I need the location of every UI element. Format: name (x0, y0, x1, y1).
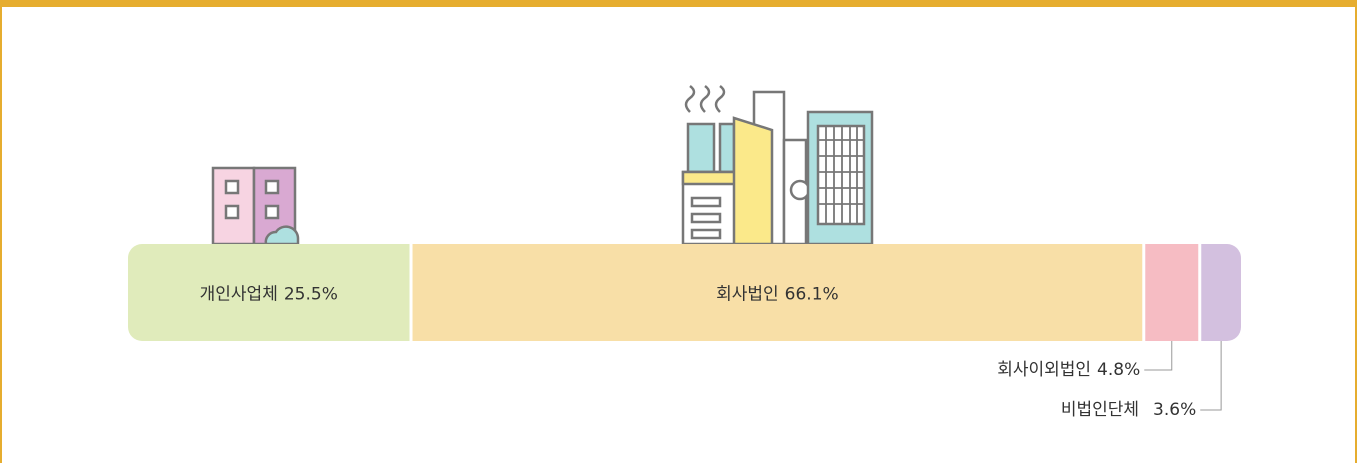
leader-line (1144, 341, 1171, 370)
segment-label: 개인사업체 25.5% (200, 285, 338, 305)
segment-label: 회사이외법인 4.8% (997, 360, 1140, 380)
chart: 개인사업체 25.5% 회사법인 66.1% 회사이외법인 4.8% 비법인단체 3.6% (0, 0, 1357, 463)
value-label: 4.8% (1097, 360, 1140, 380)
value-label: 3.6% (1153, 400, 1196, 420)
bar-segment (1201, 244, 1241, 341)
category-name: 회사법인 (716, 285, 779, 305)
top-band (0, 0, 1357, 7)
city-icon (683, 86, 872, 244)
segment-label: 회사법인 66.1% (716, 285, 839, 305)
small-building-icon (213, 168, 298, 244)
category-name: 회사이외법인 (997, 360, 1091, 380)
category-name: 개인사업체 (200, 285, 278, 305)
segment-label: 비법인단체 3.6% (1061, 400, 1196, 420)
category-name: 비법인단체 (1061, 400, 1139, 420)
value-label: 66.1% (785, 285, 839, 305)
leader-line (1200, 341, 1221, 410)
frame (1, 0, 1356, 463)
value-label: 25.5% (284, 285, 338, 305)
bar-segment (1145, 244, 1198, 341)
